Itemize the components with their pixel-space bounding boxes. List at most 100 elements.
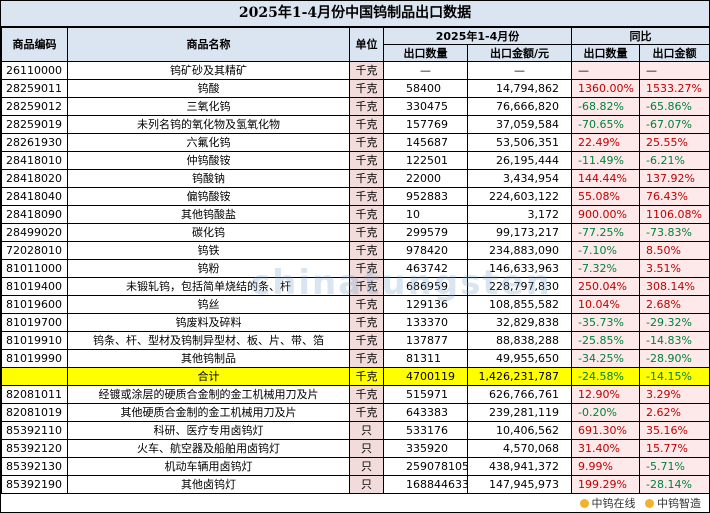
table-row: 28259011 钨酸 千克 58400 14,794,862 1360.00% 1533.…: [1, 79, 710, 98]
product-code: 81019700: [1, 313, 68, 332]
product-code: 81019400: [1, 277, 68, 296]
export-amount: 1,426,231,787: [467, 367, 572, 386]
yoy-amount: 25.55%: [639, 133, 710, 152]
export-amount: 3,434,954: [467, 169, 572, 188]
export-qty: 335920: [383, 439, 468, 458]
unit: 千克: [349, 295, 384, 314]
table-row: 81019400 未锻轧钨，包括简单烧结的条、杆 千克 686959 228,797,8…: [1, 277, 710, 296]
export-qty: 133370: [383, 313, 468, 332]
table-body: 26110000 钨矿砂及其精矿 千克 — — — —28259011 钨酸 千克 58400 14…: [1, 61, 710, 494]
yoy-qty: -68.82%: [571, 97, 640, 116]
product-name: 机动车辆用卤钨灯: [67, 457, 350, 476]
export-qty: 515971: [383, 385, 468, 404]
export-amount: 108,855,582: [467, 295, 572, 314]
product-name: 碳化钨: [67, 223, 350, 242]
product-code: 81019910: [1, 331, 68, 350]
export-amount: 3,172: [467, 205, 572, 224]
unit: 千克: [349, 169, 384, 188]
unit: 千克: [349, 331, 384, 350]
product-name: 钨酸钠: [67, 169, 350, 188]
export-amount: 626,766,761: [467, 385, 572, 404]
product-code: 85392190: [1, 475, 68, 494]
export-qty: 58400: [383, 79, 468, 98]
header-yoy-qty: 出口数量: [571, 44, 640, 62]
unit: 千克: [349, 79, 384, 98]
yoy-amount: 2.68%: [639, 295, 710, 314]
yoy-qty: 1360.00%: [571, 79, 640, 98]
export-qty: 643383: [383, 403, 468, 422]
product-name: 仲钨酸铵: [67, 151, 350, 170]
unit: 千克: [349, 115, 384, 134]
header-name: 商品名称: [67, 27, 350, 62]
export-qty: 978420: [383, 241, 468, 260]
header-unit: 单位: [349, 27, 384, 62]
yoy-qty: -35.73%: [571, 313, 640, 332]
yoy-amount: 137.92%: [639, 169, 710, 188]
product-name: 六氟化钨: [67, 133, 350, 152]
table-row: 85392190 其他卤钨灯只 168844633 147,945,973 199.29…: [1, 475, 710, 494]
table-row: 28259012 三氧化钨 千克 330475 76,666,820 -68.82% -65…: [1, 97, 710, 116]
export-amount: 147,945,973: [467, 475, 572, 494]
export-qty: 686959: [383, 277, 468, 296]
yoy-amount: -14.83%: [639, 331, 710, 350]
header-row-2: 出口数量 出口金额/元 出口数量 出口金额: [2, 44, 710, 62]
yoy-amount: 3.51%: [639, 259, 710, 278]
footer-brands: 中钨在线 中钨智造: [574, 495, 701, 512]
product-code: 28418090: [1, 205, 68, 224]
yoy-amount: -28.90%: [639, 349, 710, 368]
unit: 千克: [349, 367, 384, 386]
table-row: 82081019 其他硬质合金制的金工机械用刀及片 千克 643383 239,281,…: [1, 403, 710, 422]
header-yoy-amount: 出口金额: [639, 44, 710, 62]
table-row: 81019910 钨条、杆、型材及钨制异型材、板、片、带、箔 千克 137877 88,…: [1, 331, 710, 350]
product-name: 钨矿砂及其精矿: [67, 61, 350, 80]
product-name: 钨粉: [67, 259, 350, 278]
yoy-amount: -28.14%: [639, 475, 710, 494]
table-row: 28499020 碳化钨 千克 299579 99,173,217 -77.25% -73.…: [1, 223, 710, 242]
yoy-amount: 15.77%: [639, 439, 710, 458]
header-row-1: 商品编码 商品名称 单位 2025年1-4月份 同比: [1, 27, 710, 62]
unit: 千克: [349, 403, 384, 422]
yoy-qty: -70.65%: [571, 115, 640, 134]
yoy-amount: 3.29%: [639, 385, 710, 404]
export-qty: 299579: [383, 223, 468, 242]
table-row: 85392110 科研、医疗专用卤钨灯只 533176 10,406,562 691.3…: [1, 421, 710, 440]
product-code: [1, 367, 68, 386]
yoy-amount: 2.62%: [639, 403, 710, 422]
table-row: 81019700 钨废料及碎料 千克 133370 32,829,838 -35.73% -…: [1, 313, 710, 332]
unit: 千克: [349, 313, 384, 332]
unit: 千克: [349, 61, 384, 80]
table-row: 72028010 钨铁 千克 978420 234,883,090 -7.10% 8.50%: [1, 241, 710, 260]
product-name: 合计: [67, 367, 350, 386]
yoy-qty: 144.44%: [571, 169, 640, 188]
export-amount: 26,195,444: [467, 151, 572, 170]
yoy-amount: -14.15%: [639, 367, 710, 386]
yoy-amount: 76.43%: [639, 187, 710, 206]
product-code: 28259011: [1, 79, 68, 98]
product-code: 81019600: [1, 295, 68, 314]
table-row: 85392120 火车、航空器及船舶用卤钨灯只 335920 4,570,068 31.…: [1, 439, 710, 458]
table-row: 85392130 机动车辆用卤钨灯只 259078105 438,941,372 9.9…: [1, 457, 710, 476]
table-row: 28259019 未列名钨的氧化物及氢氧化物 千克 157769 37,059,584-…: [1, 115, 710, 134]
export-qty: 330475: [383, 97, 468, 116]
product-code: 85392120: [1, 439, 68, 458]
product-name: 钨条、杆、型材及钨制异型材、板、片、带、箔: [67, 331, 350, 350]
yoy-amount: -67.07%: [639, 115, 710, 134]
yoy-qty: 900.00%: [571, 205, 640, 224]
export-amount: 228,797,830: [467, 277, 572, 296]
yoy-amount: 8.50%: [639, 241, 710, 260]
unit: 千克: [349, 133, 384, 152]
product-name: 其他卤钨灯: [67, 475, 350, 494]
yoy-qty: -24.58%: [571, 367, 640, 386]
product-name: 钨丝: [67, 295, 350, 314]
yoy-qty: -0.20%: [571, 403, 640, 422]
export-amount: 32,829,838: [467, 313, 572, 332]
export-amount: 224,603,122: [467, 187, 572, 206]
table-title: 2025年1-4月份中国钨制品出口数据: [1, 1, 709, 27]
product-name: 钨废料及碎料: [67, 313, 350, 332]
export-amount: 99,173,217: [467, 223, 572, 242]
export-qty: 4700119: [383, 367, 468, 386]
table-row: 28418090 其他钨酸盐 千克 10 3,172 900.00% 1106.08%: [1, 205, 710, 224]
unit: 千克: [349, 277, 384, 296]
table-row: 26110000 钨矿砂及其精矿 千克 — — — —: [1, 61, 710, 80]
